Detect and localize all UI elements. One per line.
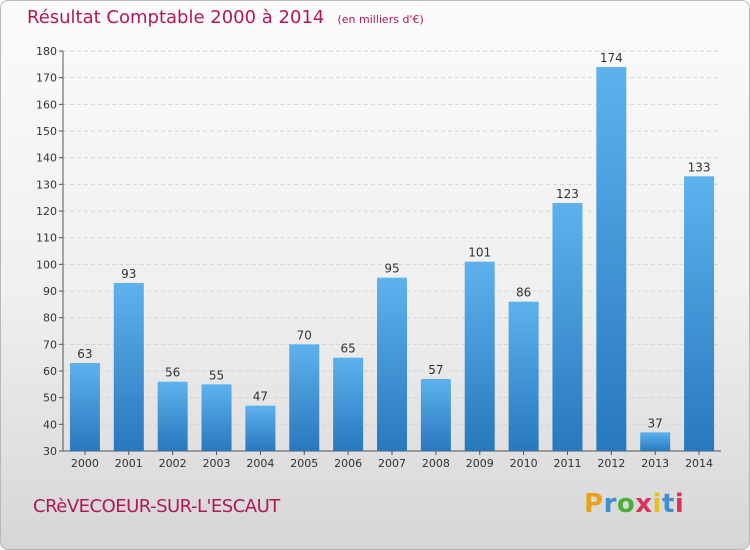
y-tick-label: 90 [43, 285, 57, 298]
bar-2014 [684, 176, 715, 452]
y-tick-label: 140 [36, 152, 57, 165]
logo-letter: o [616, 489, 636, 519]
x-tick-label-2001: 2001 [115, 457, 143, 470]
x-tick-label-2007: 2007 [378, 457, 406, 470]
logo-letter: i [652, 489, 662, 519]
x-tick-label-2011: 2011 [553, 457, 581, 470]
y-tick-label: 160 [36, 98, 57, 111]
y-tick-label: 120 [36, 205, 57, 218]
bar-2003 [201, 384, 232, 451]
x-tick-label-2013: 2013 [641, 457, 669, 470]
bar-2013 [640, 432, 671, 451]
y-tick-label: 110 [36, 232, 57, 245]
x-tick-label-2010: 2010 [510, 457, 538, 470]
data-labels: 63 93 56 55 47 70 65 95 57 101 86 123 174 37 133 [77, 51, 710, 430]
commune-name: CRèVECOEUR-SUR-L'ESCAUT [33, 496, 280, 517]
x-tick-label-2002: 2002 [159, 457, 187, 470]
logo-letter: r [603, 489, 617, 519]
logo-letter: x [635, 489, 653, 519]
data-label-2007: 95 [384, 262, 399, 276]
chart-title: Résultat Comptable 2000 à 2014 [27, 7, 325, 28]
data-label-2003: 55 [209, 368, 224, 382]
proxiti-logo: Proxiti [584, 489, 684, 519]
y-tick-label: 180 [36, 45, 57, 58]
bar-2001 [113, 283, 144, 451]
x-tick-label-2008: 2008 [422, 457, 450, 470]
logo-letter: i [674, 489, 685, 519]
x-axis: 2000 2001 2002 2003 2004 2005 2006 2007 2008 2009… [71, 451, 713, 470]
data-label-2013: 37 [648, 416, 663, 430]
chart-unit-label: (en milliers d'€) [337, 13, 424, 26]
y-tick-label: 130 [36, 178, 57, 191]
bar-2002 [157, 381, 188, 451]
data-label-2001: 93 [121, 267, 136, 281]
bar-2008 [420, 379, 451, 451]
data-label-2008: 57 [428, 363, 443, 377]
x-tick-label-2012: 2012 [597, 457, 625, 470]
x-tick-label-2003: 2003 [203, 457, 231, 470]
bars [69, 67, 715, 452]
y-tick-label: 170 [36, 72, 57, 85]
y-tick-label: 80 [43, 312, 57, 325]
y-tick-label: 70 [43, 338, 57, 351]
x-tick-label-2009: 2009 [466, 457, 494, 470]
data-label-2010: 86 [516, 286, 531, 300]
x-tick-label-2005: 2005 [290, 457, 318, 470]
bar-2005 [289, 344, 320, 451]
bar-2012 [596, 67, 627, 451]
x-tick-label-2014: 2014 [685, 457, 713, 470]
y-tick-label: 100 [36, 258, 57, 271]
bar-2006 [333, 357, 364, 451]
data-label-2005: 70 [297, 328, 312, 342]
x-tick-label-2004: 2004 [246, 457, 274, 470]
logo-letter: t [661, 489, 675, 519]
bar-2004 [245, 405, 276, 451]
y-tick-label: 60 [43, 365, 57, 378]
y-tick-label: 30 [43, 445, 57, 458]
logo-letter: P [584, 489, 604, 519]
x-tick-label-2006: 2006 [334, 457, 362, 470]
data-label-2004: 47 [253, 390, 268, 404]
x-tick-label-2000: 2000 [71, 457, 99, 470]
data-label-2000: 63 [77, 347, 92, 361]
y-tick-label: 40 [43, 418, 57, 431]
bar-2009 [464, 261, 495, 451]
data-label-2014: 133 [688, 160, 711, 174]
data-label-2009: 101 [468, 246, 491, 260]
data-label-2006: 65 [340, 342, 355, 356]
y-tick-label: 50 [43, 392, 57, 405]
bar-2000 [69, 363, 100, 451]
bar-2007 [377, 277, 407, 451]
data-label-2002: 56 [165, 366, 180, 380]
y-tick-label: 150 [36, 125, 57, 138]
title-row: Résultat Comptable 2000 à 2014 (en milli… [27, 7, 424, 28]
bar-2010 [508, 301, 539, 451]
data-label-2012: 174 [600, 51, 623, 65]
bar-2011 [552, 203, 583, 451]
data-label-2011: 123 [556, 187, 579, 201]
